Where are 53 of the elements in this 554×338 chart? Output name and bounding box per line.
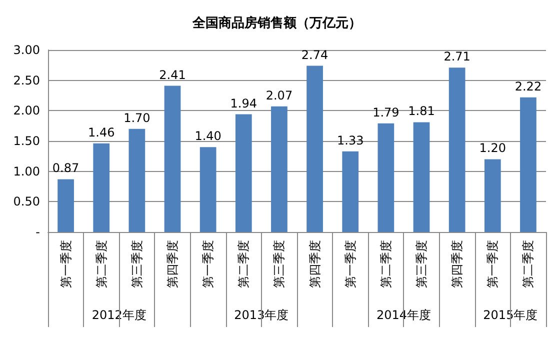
x-tick-label: 第一季度 [486, 240, 500, 288]
bar [128, 128, 146, 232]
x-tick-label: 第一季度 [58, 240, 73, 288]
bar [164, 86, 181, 232]
y-tick-label: 1.50 [13, 134, 40, 148]
chart-title: 全国商品房销售额（万亿元） [192, 15, 362, 31]
data-label: 2.07 [266, 88, 293, 102]
bar [200, 147, 216, 232]
bar [520, 97, 536, 232]
data-label: 1.81 [408, 104, 435, 118]
x-tick-label: 第二季度 [521, 240, 536, 288]
bar [306, 66, 323, 232]
bar [235, 114, 252, 232]
x-tick-label: 第三季度 [272, 240, 286, 288]
bar [413, 122, 430, 232]
data-label: 1.40 [194, 129, 222, 144]
x-tick-label: 第一季度 [201, 240, 216, 288]
data-label: 2.22 [514, 79, 542, 94]
y-tick-label: 2.00 [13, 104, 40, 118]
x-tick-label: 第三季度 [414, 240, 428, 288]
x-tick-label: 第一季度 [343, 240, 358, 288]
y-tick-label: 1.00 [13, 164, 40, 178]
x-tick-label: 第四季度 [450, 240, 464, 288]
data-label: 1.70 [124, 110, 150, 125]
data-label: 2.71 [444, 50, 470, 64]
x-tick-label: 第二季度 [236, 240, 251, 288]
x-tick-label: 第三季度 [130, 240, 144, 288]
x-tick-label: 第二季度 [378, 240, 393, 288]
bar [342, 151, 359, 232]
bar [448, 68, 466, 232]
text: 2013年度 [234, 308, 289, 322]
data-label: 2.41 [159, 68, 186, 82]
data-label: 2.74 [301, 48, 328, 62]
data-label: 0.87 [52, 161, 80, 176]
bar [58, 179, 74, 232]
data-label: 1.94 [230, 96, 257, 110]
x-tick-label: 第四季度 [166, 240, 180, 288]
data-label: 1.79 [372, 105, 400, 120]
data-label: 1.20 [479, 141, 506, 156]
x-tick-label: 第二季度 [94, 240, 108, 288]
text: 2015年度 [483, 308, 538, 322]
y-tick-label: 0.50 [13, 194, 40, 209]
text: 2014年度 [376, 308, 431, 322]
data-label: 1.33 [337, 133, 364, 148]
y-tick-label: - [36, 225, 40, 239]
data-label: 1.46 [88, 125, 115, 140]
y-tick-label: 2.50 [13, 73, 40, 88]
bar [484, 159, 501, 232]
y-tick-label: 3.00 [13, 43, 40, 57]
x-tick-label: 第四季度 [308, 240, 322, 288]
bar [378, 123, 394, 232]
bar [271, 106, 288, 232]
bar [93, 143, 110, 232]
